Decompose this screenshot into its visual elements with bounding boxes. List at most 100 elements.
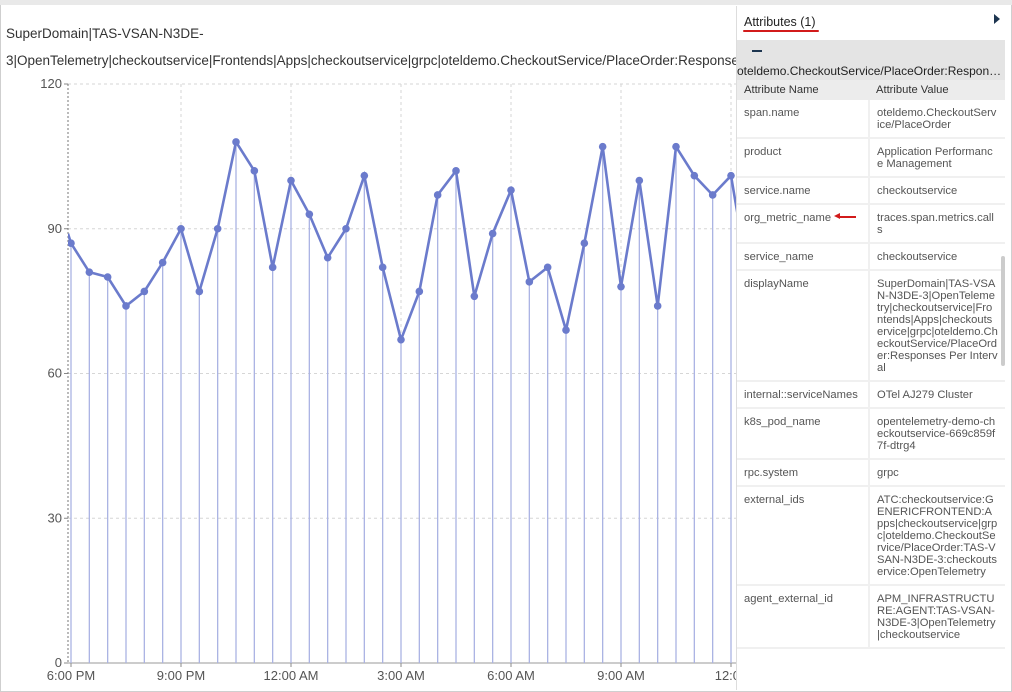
data-point	[397, 335, 405, 344]
attribute-name-text: rpc.system	[744, 467, 799, 479]
y-tick-label: 60	[48, 366, 62, 381]
attribute-group-header[interactable]: oteldemo.CheckoutService/PlaceOrder:Resp…	[737, 40, 1005, 80]
data-point	[158, 258, 167, 267]
attributes-table: Attribute Name Attribute Value span.name…	[737, 80, 1005, 649]
attribute-row: org_metric_name traces.span.metrics.calls	[737, 204, 1005, 244]
data-point	[672, 142, 680, 151]
data-point	[85, 268, 94, 276]
attribute-group-title: oteldemo.CheckoutService/PlaceOrder:Resp…	[737, 64, 1005, 78]
data-point	[543, 263, 552, 272]
attribute-row: k8s_pod_name opentelemetry-demo-checkouts…	[737, 408, 1005, 460]
data-point	[177, 224, 185, 233]
attribute-row: service.name checkoutservice	[737, 177, 1005, 205]
attribute-name: internal::serviceNames	[737, 381, 870, 409]
attribute-value: ATC:checkoutservice:GENERICFRONTEND:Apps…	[869, 486, 1005, 586]
collapse-minus-icon[interactable]	[752, 50, 762, 52]
data-point	[305, 210, 314, 219]
attribute-value: opentelemetry-demo-checkoutservice-669c8…	[869, 408, 1005, 460]
attribute-name: k8s_pod_name	[737, 408, 870, 460]
data-point	[617, 282, 625, 291]
attribute-name: agent_external_id	[737, 585, 870, 649]
data-point	[195, 287, 204, 296]
attribute-value: checkoutservice	[869, 243, 1005, 271]
x-tick-label: 6:00 PM	[47, 668, 95, 683]
attribute-name-text: external_ids	[744, 494, 805, 506]
attribute-value: APM_INFRASTRUCTURE:AGENT:TAS-VSAN-N3DE-3…	[869, 585, 1005, 649]
y-tick-label: 30	[48, 510, 62, 525]
attribute-name-text: org_metric_name	[744, 212, 832, 224]
data-point	[140, 287, 149, 296]
y-tick-label: 120	[40, 76, 62, 91]
x-tick-label: 9:00 PM	[157, 668, 205, 683]
data-point	[507, 186, 515, 194]
data-point	[470, 292, 479, 301]
data-point	[727, 171, 735, 180]
attribute-value: checkoutservice	[869, 177, 1005, 205]
attribute-name: rpc.system	[737, 459, 870, 487]
data-point	[690, 171, 699, 180]
data-point	[452, 167, 460, 175]
data-point	[232, 138, 240, 146]
attribute-name-text: service_name	[744, 251, 814, 263]
panel-scrollbar[interactable]	[1001, 256, 1005, 366]
attribute-row: internal::serviceNames OTel AJ279 Cluster	[737, 381, 1005, 409]
data-point	[580, 239, 589, 248]
data-point	[360, 171, 369, 180]
data-point	[213, 224, 222, 233]
data-point	[250, 167, 259, 175]
data-point	[323, 253, 332, 262]
attribute-name-text: k8s_pod_name	[744, 416, 821, 428]
data-point	[653, 302, 662, 310]
collapse-panel-arrow-icon[interactable]	[994, 14, 1000, 24]
data-point	[433, 191, 442, 199]
attributes-header[interactable]: Attributes (1)	[737, 6, 1005, 40]
attribute-name-text: agent_external_id	[744, 593, 833, 605]
attribute-name: displayName	[737, 270, 870, 382]
attribute-row: span.name oteldemo.CheckoutService/PlaceO…	[737, 100, 1005, 139]
data-point	[342, 224, 350, 233]
data-point	[708, 191, 717, 199]
attribute-row: external_ids ATC:checkoutservice:GENERICF…	[737, 486, 1005, 586]
data-point	[378, 263, 387, 272]
attribute-value: oteldemo.CheckoutService/PlaceOrder	[869, 100, 1005, 139]
attribute-name: org_metric_name	[737, 204, 870, 244]
column-header-value[interactable]: Attribute Value	[869, 80, 1005, 100]
attribute-name: service_name	[737, 243, 870, 271]
attributes-title: Attributes (1)	[744, 15, 816, 29]
attribute-value: OTel AJ279 Cluster	[869, 381, 1005, 409]
metric-title-line1: SuperDomain|TAS-VSAN-N3DE-	[6, 26, 204, 41]
attribute-row: product Application Performance Managemen…	[737, 138, 1005, 178]
attribute-row: displayName SuperDomain|TAS-VSAN-N3DE-3|O…	[737, 270, 1005, 382]
x-tick-label: 3:00 AM	[377, 668, 425, 683]
metric-line-chart[interactable]: 0 30 60 90 120 6:00 PM 9:00 PM 12:00 AM 3:00 AM 6…	[0, 70, 740, 692]
attribute-name: span.name	[737, 100, 870, 139]
attribute-name-text: product	[744, 146, 782, 158]
x-tick-label: 6:00 AM	[487, 668, 535, 683]
attribute-name-text: internal::serviceNames	[744, 389, 858, 401]
data-point	[415, 287, 424, 296]
attribute-value: Application Performance Management	[869, 138, 1005, 178]
attribute-name: product	[737, 138, 870, 178]
x-tick-label: 12:00 AM	[264, 668, 319, 683]
data-point	[488, 229, 497, 238]
data-point	[525, 278, 534, 286]
y-tick-label: 0	[55, 655, 62, 670]
data-point	[635, 176, 644, 185]
attribute-name-text: displayName	[744, 278, 809, 290]
red-arrow-annotation	[834, 213, 856, 219]
attribute-row: agent_external_id APM_INFRASTRUCTURE:AGEN…	[737, 585, 1005, 649]
x-tick-label: 12:00	[715, 668, 740, 683]
metric-title-line2: 3|OpenTelemetry|checkoutservice|Frontend…	[6, 53, 736, 68]
attribute-value: traces.span.metrics.calls	[869, 204, 1005, 244]
red-underline-annotation	[743, 30, 819, 32]
y-tick-label: 90	[48, 221, 62, 236]
attribute-row: rpc.system grpc	[737, 459, 1005, 487]
column-header-name[interactable]: Attribute Name	[737, 80, 869, 100]
data-point	[122, 302, 130, 310]
attribute-name-text: span.name	[744, 107, 800, 119]
attribute-name-text: service.name	[744, 185, 811, 197]
attribute-name: external_ids	[737, 486, 870, 586]
data-point	[103, 273, 112, 281]
attribute-value: grpc	[869, 459, 1005, 487]
attribute-name: service.name	[737, 177, 870, 205]
